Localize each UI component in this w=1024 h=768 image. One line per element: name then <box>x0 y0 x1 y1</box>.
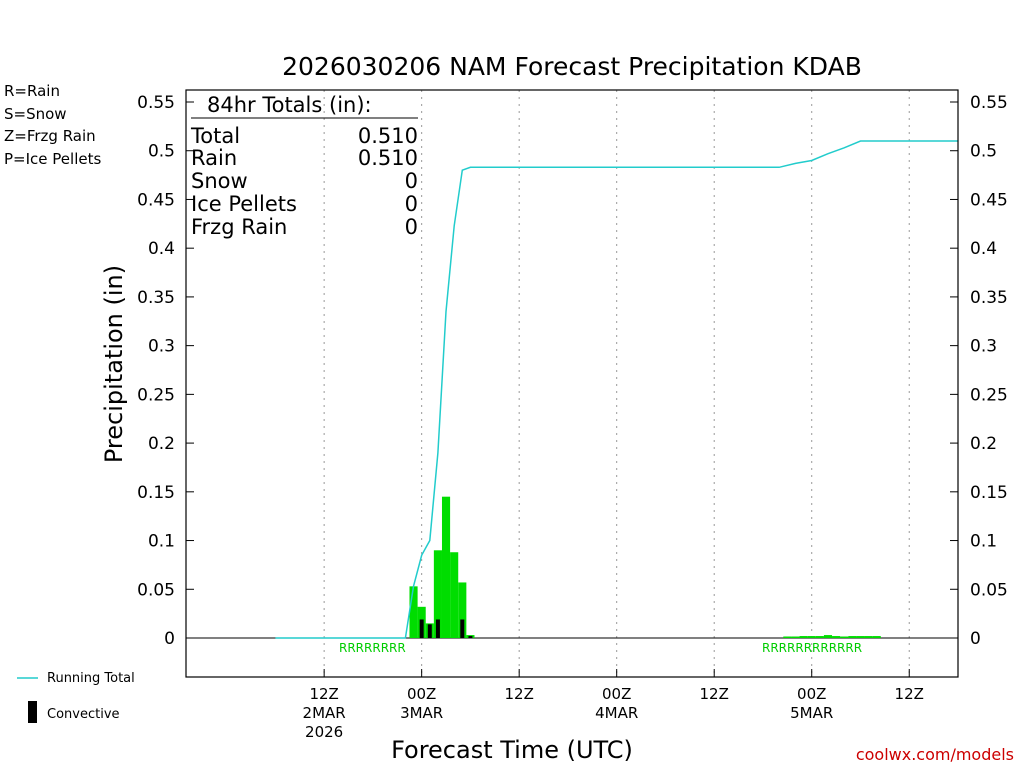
y-tick-label-right: 0.05 <box>970 580 1008 600</box>
y-tick-label-left: 0.3 <box>148 337 175 357</box>
chart-title: 2026030206 NAM Forecast Precipitation KD… <box>282 52 862 81</box>
x-tick-label: 12Z <box>504 685 533 703</box>
credit-text: coolwx.com/models <box>856 745 1014 764</box>
x-tick-label: 3MAR <box>400 704 443 722</box>
x-tick-label: 12Z <box>700 685 729 703</box>
rain-bar <box>433 550 442 638</box>
y-tick-label-right: 0.25 <box>970 385 1008 405</box>
x-tick-label: 00Z <box>602 685 631 703</box>
rain-bar <box>783 636 792 638</box>
y-tick-label-right: 0.55 <box>970 93 1008 113</box>
totals-value-frzg-rain: 0 <box>405 215 418 239</box>
y-tick-label-right: 0.1 <box>970 532 997 552</box>
y-tick-label-right: 0.4 <box>970 239 997 259</box>
rain-bar <box>450 552 459 638</box>
x-tick-label: 00Z <box>407 685 436 703</box>
x-tick-label: 12Z <box>895 685 924 703</box>
totals-box: 84hr Totals (in): Total 0.510 Rain 0.510… <box>190 93 418 239</box>
rain-bar <box>823 635 833 638</box>
y-tick-label-left: 0.05 <box>137 580 175 600</box>
y-tick-label-right: 0.45 <box>970 190 1008 210</box>
legend-rain: R=Rain <box>4 82 60 100</box>
rain-bar <box>840 636 849 638</box>
totals-value-snow: 0 <box>405 169 418 193</box>
running-total-line <box>275 140 958 639</box>
y-axis-ticks: 0.55 0.55 0.5 0.5 0.45 0.45 0.4 0.4 0.35 0.35 0.3 0… <box>137 93 1008 649</box>
y-tick-label-left: 0.5 <box>148 142 175 162</box>
y-tick-label-left: 0.2 <box>148 434 175 454</box>
x-tick-label: 5MAR <box>790 704 833 722</box>
x-tick-label: 00Z <box>797 685 826 703</box>
totals-value-rain: 0.510 <box>358 146 418 170</box>
rain-bar <box>864 636 873 638</box>
y-tick-label-right: 0.35 <box>970 288 1008 308</box>
x-tick-label: 2MAR <box>303 704 346 722</box>
y-tick-label-left: 0.4 <box>148 239 175 259</box>
rain-bar <box>791 636 800 638</box>
x-axis-label: Forecast Time (UTC) <box>391 736 633 764</box>
totals-value-total: 0.510 <box>358 124 418 148</box>
type-strip-2: RRRRRRRRRRRR <box>762 641 862 655</box>
totals-value-ice-pellets: 0 <box>405 192 418 216</box>
legend-snow: S=Snow <box>4 105 67 123</box>
convective-bar <box>435 619 440 638</box>
y-tick-label-right: 0.5 <box>970 142 997 162</box>
type-strip-1: RRRRRRRR <box>339 641 406 655</box>
y-axis-label: Precipitation (in) <box>100 265 128 463</box>
legend-running-total: Running Total <box>47 671 135 686</box>
legend-convective: Convective <box>47 707 120 722</box>
totals-label-snow: Snow <box>191 169 248 193</box>
legend-frzg-rain: Z=Frzg Rain <box>4 127 96 145</box>
legend-ice-pellets: P=Ice Pellets <box>4 150 101 168</box>
y-tick-label-right: 0.2 <box>970 434 997 454</box>
rain-bar <box>832 636 841 638</box>
rain-bar <box>872 636 881 638</box>
y-tick-label-left: 0.15 <box>137 483 175 503</box>
rain-bar <box>458 582 467 638</box>
x-tick-label: 12Z <box>309 685 338 703</box>
totals-label-total: Total <box>190 124 240 148</box>
totals-label-rain: Rain <box>191 146 237 170</box>
rain-bars <box>409 496 881 638</box>
x-tick-label: 2026 <box>305 723 343 741</box>
y-tick-label-left: 0.45 <box>137 190 175 210</box>
rain-bar <box>848 636 857 638</box>
precip-type-legend: R=Rain S=Snow Z=Frzg Rain P=Ice Pellets <box>4 82 101 168</box>
convective-bar <box>460 619 465 638</box>
x-tick-label: 4MAR <box>595 704 638 722</box>
totals-label-ice-pellets: Ice Pellets <box>191 192 297 216</box>
y-tick-label-left: 0.1 <box>148 532 175 552</box>
y-tick-label-left: 0 <box>164 629 175 649</box>
convective-bars <box>419 619 473 638</box>
rain-bar <box>409 586 418 638</box>
y-tick-label-right: 0 <box>970 629 981 649</box>
convective-bar <box>468 636 473 638</box>
totals-heading: 84hr Totals (in): <box>207 93 372 117</box>
convective-bar <box>419 619 424 638</box>
totals-label-frzg-rain: Frzg Rain <box>191 215 287 239</box>
convective-legend-swatch <box>28 701 37 723</box>
plot-frame <box>185 89 959 678</box>
rain-bar <box>815 636 824 638</box>
y-tick-label-right: 0.15 <box>970 483 1008 503</box>
rain-bar <box>856 636 865 638</box>
rain-bar <box>807 636 816 638</box>
y-tick-label-right: 0.3 <box>970 337 997 357</box>
series-legend: Running Total Convective <box>17 671 135 723</box>
rain-bar <box>799 636 808 638</box>
convective-bar <box>427 624 432 638</box>
rain-bar <box>441 496 451 638</box>
y-tick-label-left: 0.55 <box>137 93 175 113</box>
y-tick-label-left: 0.35 <box>137 288 175 308</box>
y-tick-label-left: 0.25 <box>137 385 175 405</box>
